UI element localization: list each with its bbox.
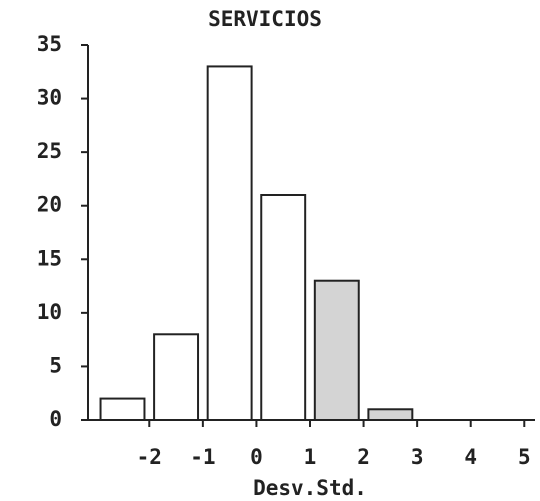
x-tick-label: 2 bbox=[357, 445, 370, 469]
x-tick-label: 5 bbox=[518, 445, 531, 469]
y-tick-label: 5 bbox=[49, 353, 62, 377]
bar bbox=[313, 279, 360, 422]
y-tick-label: 15 bbox=[37, 246, 62, 270]
y-tick-label: 0 bbox=[49, 407, 62, 431]
bar bbox=[260, 194, 307, 421]
x-tick-label: -1 bbox=[190, 445, 215, 469]
x-tick-label: -2 bbox=[137, 445, 162, 469]
x-tick-label: 4 bbox=[464, 445, 477, 469]
chart-title: SERVICIOS bbox=[208, 7, 322, 31]
bar bbox=[153, 333, 200, 421]
x-axis-label: Desv.Std. bbox=[253, 476, 367, 500]
y-tick-label: 20 bbox=[37, 193, 62, 217]
bar bbox=[367, 408, 414, 421]
y-tick-label: 10 bbox=[37, 300, 62, 324]
x-tick-label: 3 bbox=[411, 445, 424, 469]
x-tick-label: 0 bbox=[250, 445, 263, 469]
y-tick-label: 25 bbox=[37, 139, 62, 163]
y-tick-label: 35 bbox=[37, 32, 62, 56]
y-tick-label: 30 bbox=[37, 86, 62, 110]
bar bbox=[206, 65, 253, 422]
x-tick-label: 1 bbox=[304, 445, 317, 469]
bar bbox=[99, 397, 146, 422]
